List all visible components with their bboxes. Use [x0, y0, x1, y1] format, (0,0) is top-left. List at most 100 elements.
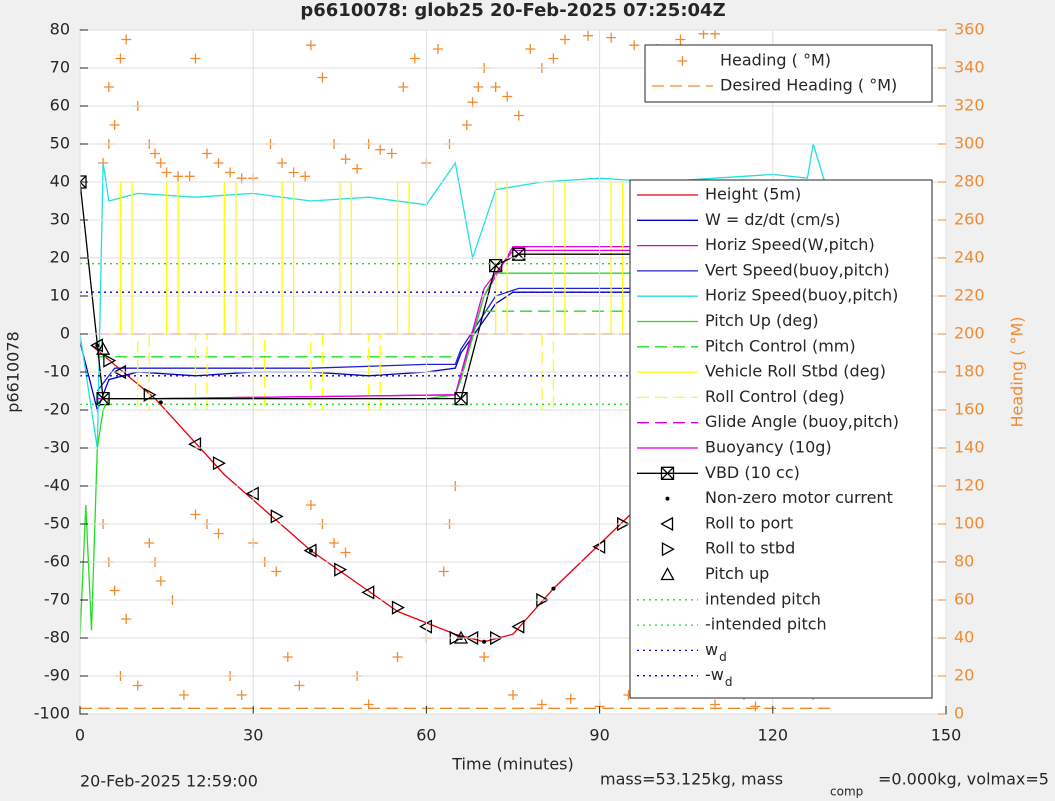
- y2-tick-label: 220: [954, 286, 985, 305]
- y-axis-label: p6610078: [4, 331, 23, 412]
- marker: [432, 44, 443, 54]
- legend-label: Glide Angle (buoy,pitch): [705, 412, 899, 431]
- legend-label: Vert Speed(buoy,pitch): [705, 260, 890, 279]
- marker: [606, 32, 617, 43]
- marker: [661, 542, 675, 557]
- y2-tick-label: 0: [954, 704, 964, 723]
- legend-label: Roll to stbd: [705, 539, 795, 558]
- marker: [352, 163, 363, 174]
- footer-mass-sub: comp: [830, 785, 863, 799]
- legend-label: Horiz Speed(W,pitch): [705, 235, 875, 254]
- marker: [583, 30, 594, 41]
- legend-box: [644, 44, 933, 103]
- marker: [677, 56, 688, 66]
- marker: [409, 53, 420, 64]
- marker: [96, 391, 110, 406]
- y-tick-label: 30: [50, 210, 70, 229]
- legend-label: Horiz Speed(buoy,pitch): [705, 286, 898, 305]
- y-tick-label: -20: [44, 400, 70, 419]
- legend-label: Desired Heading ( °M): [720, 76, 897, 95]
- legend-label: Height (5m): [705, 185, 801, 204]
- marker: [525, 44, 536, 54]
- marker: [490, 82, 501, 92]
- legend-label: Pitch Up (deg): [705, 311, 819, 330]
- y-tick-label: -70: [44, 590, 70, 609]
- marker: [629, 40, 640, 51]
- legend-label: Pitch up: [705, 564, 769, 583]
- marker: [103, 82, 114, 92]
- legend-label: Pitch Control (mm): [705, 336, 856, 355]
- y-tick-label: 40: [50, 172, 70, 191]
- marker: [750, 701, 761, 712]
- y2-tick-label: 80: [954, 552, 974, 571]
- marker: [294, 680, 305, 691]
- y-tick-label: -30: [44, 438, 70, 457]
- y2-tick-label: 160: [954, 400, 985, 419]
- marker: [454, 391, 468, 406]
- marker: [340, 547, 351, 558]
- marker: [334, 562, 348, 577]
- legend-label: Buoyancy (10g): [705, 438, 832, 457]
- x-tick-label: 60: [416, 726, 436, 745]
- marker: [270, 509, 284, 524]
- marker: [178, 690, 189, 700]
- y2-tick-label: 140: [954, 438, 985, 457]
- y-tick-label: -60: [44, 552, 70, 571]
- marker: [121, 614, 132, 624]
- marker: [392, 652, 403, 662]
- marker: [225, 167, 236, 178]
- marker: [158, 400, 163, 405]
- legend-label-sub: d: [725, 675, 733, 689]
- legend-label: -intended pitch: [705, 615, 827, 634]
- marker: [675, 34, 686, 45]
- y2-tick-label: 120: [954, 476, 985, 495]
- marker: [461, 120, 472, 130]
- marker: [361, 585, 375, 600]
- legend-label: -w: [705, 665, 724, 684]
- marker: [391, 600, 405, 615]
- marker: [109, 120, 120, 130]
- legend-label: w: [705, 640, 718, 659]
- marker: [277, 158, 288, 168]
- y2-tick-label: 100: [954, 514, 985, 533]
- marker: [155, 158, 166, 168]
- marker: [565, 693, 576, 704]
- marker: [660, 516, 674, 531]
- y-tick-label: -90: [44, 666, 70, 685]
- marker: [308, 548, 313, 553]
- marker: [213, 158, 224, 168]
- marker: [80, 175, 87, 189]
- legend-label: Non-zero motor current: [705, 488, 893, 507]
- marker: [398, 82, 409, 92]
- marker: [282, 652, 293, 662]
- x-tick-label: 90: [589, 726, 609, 745]
- y-tick-label: 20: [50, 248, 70, 267]
- marker: [173, 171, 184, 182]
- y-tick-label: 70: [50, 58, 70, 77]
- marker: [386, 148, 397, 159]
- marker: [190, 509, 201, 520]
- marker: [660, 567, 675, 581]
- marker: [479, 652, 490, 662]
- footer-mass-rest: =0.000kg, volmax=5: [878, 770, 1049, 789]
- marker: [511, 619, 525, 634]
- marker: [190, 53, 201, 64]
- y-tick-label: 60: [50, 96, 70, 115]
- legend-label: Roll Control (deg): [705, 387, 845, 406]
- marker: [121, 34, 132, 45]
- marker: [213, 528, 224, 539]
- x-tick-label: 150: [931, 726, 962, 745]
- y2-tick-label: 60: [954, 590, 974, 609]
- marker: [161, 167, 172, 178]
- marker: [300, 171, 311, 182]
- y2-tick-label: 20: [954, 666, 974, 685]
- y2-tick-label: 320: [954, 96, 985, 115]
- marker: [143, 387, 157, 402]
- y-tick-label: 80: [50, 20, 70, 39]
- x-axis-label: Time (minutes): [451, 755, 574, 774]
- y-tick-label: -100: [34, 704, 70, 723]
- marker: [115, 53, 126, 64]
- marker: [95, 341, 111, 355]
- legend-label: W = dz/dt (cm/s): [705, 210, 840, 229]
- footer-date: 20-Feb-2025 12:59:00: [80, 772, 258, 791]
